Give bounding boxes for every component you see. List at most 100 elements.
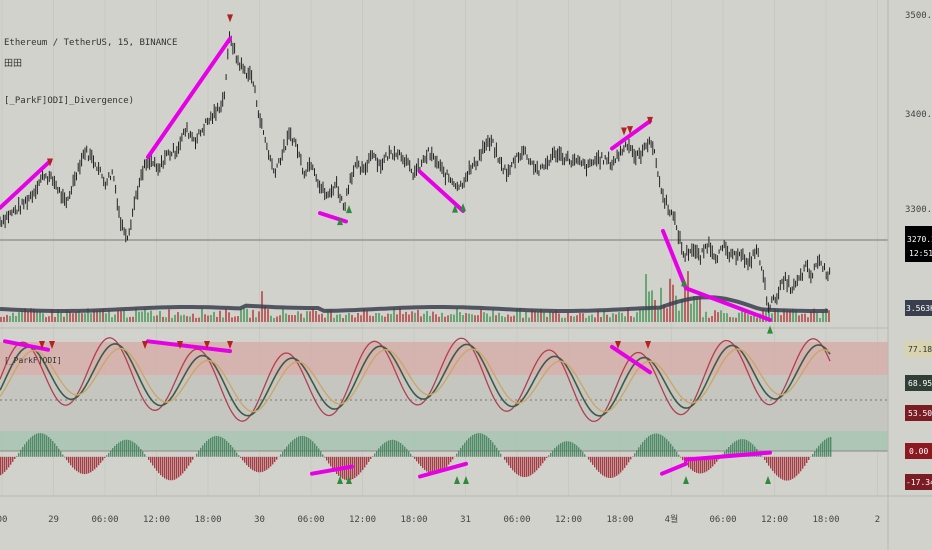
histogram-bar	[436, 456, 438, 474]
histogram-bar	[796, 456, 798, 476]
volume-bar	[93, 310, 95, 322]
volume-bar	[264, 306, 266, 322]
histogram-bar	[782, 456, 784, 480]
histogram-bar	[736, 440, 738, 457]
histogram-bar	[636, 450, 638, 457]
histogram-bar	[822, 441, 824, 457]
volume-bar	[105, 313, 107, 322]
volume-bar	[531, 309, 533, 322]
volume-bar	[822, 311, 824, 322]
volume-bar	[345, 314, 347, 322]
histogram-bar	[548, 455, 550, 457]
histogram-bar	[78, 456, 80, 473]
volume-bar	[498, 312, 500, 322]
volume-bar	[126, 317, 128, 322]
hist-badge-value: 0.00	[909, 447, 928, 456]
histogram-bar	[434, 456, 436, 475]
histogram-bar	[192, 456, 194, 460]
histogram-bar	[828, 437, 830, 457]
volume-bar	[27, 311, 29, 322]
histogram-bar	[120, 441, 122, 457]
bullish-marker	[683, 476, 689, 484]
volume-bar	[654, 300, 656, 322]
histogram-bar	[294, 438, 296, 457]
volume-bar	[795, 309, 797, 322]
histogram-bar	[674, 449, 676, 457]
volume-bar	[135, 308, 137, 322]
time-label: 18:00	[606, 515, 633, 525]
histogram-bar	[644, 439, 646, 457]
volume-bar	[288, 314, 290, 322]
histogram-bar	[392, 439, 394, 457]
histogram-bar	[22, 447, 24, 457]
histogram-bar	[726, 449, 728, 457]
histogram-bar	[474, 434, 476, 457]
histogram-bar	[616, 456, 618, 476]
volume-bar	[585, 317, 587, 322]
volume-bar	[420, 316, 422, 322]
histogram-bar	[302, 435, 304, 457]
volume-bar	[459, 312, 461, 322]
bearish-marker	[204, 341, 210, 349]
histogram-bar	[134, 443, 136, 457]
volume-bar	[72, 313, 74, 322]
histogram-bar	[416, 456, 418, 462]
legend-icons[interactable]: 田田	[4, 58, 22, 69]
histogram-bar	[228, 442, 230, 457]
volume-bar	[90, 313, 92, 322]
time-label: 00	[0, 515, 7, 525]
volume-bar	[474, 315, 476, 322]
histogram-bar	[490, 440, 492, 457]
volume-bar	[339, 314, 341, 322]
volume-bar	[711, 316, 713, 322]
volume-bar	[633, 317, 635, 322]
volume-bar	[285, 313, 287, 322]
histogram-bar	[604, 456, 606, 477]
time-axis[interactable]: 00 29 06:00 12:00 18:00 30 06:00 12:00 18:00 31 06…	[0, 513, 880, 525]
volume-bar	[213, 311, 215, 322]
histogram-bar	[274, 456, 276, 463]
histogram-bar	[488, 438, 490, 457]
volume-bar	[621, 312, 623, 322]
hist-badge	[905, 443, 932, 459]
histogram-bar	[408, 451, 410, 457]
histogram-bar	[786, 456, 788, 481]
histogram-bar	[152, 456, 154, 466]
histogram-bar	[202, 445, 204, 457]
current-price-badge	[905, 226, 932, 262]
histogram-bar	[754, 446, 756, 457]
volume-bar	[369, 315, 371, 322]
histogram-bar	[132, 441, 134, 457]
histogram-bar	[428, 456, 430, 473]
histogram-bar	[472, 435, 474, 457]
price-tick-2: 3400.00	[905, 110, 932, 120]
volume-bar	[294, 315, 296, 322]
volume-bar	[237, 316, 239, 322]
histogram-bar	[470, 436, 472, 457]
histogram-bar	[248, 456, 250, 467]
histogram-bar	[714, 456, 716, 465]
histogram-bar	[8, 456, 10, 468]
bearish-marker	[645, 341, 651, 349]
histogram-bar	[774, 456, 776, 474]
volume-bar	[315, 311, 317, 322]
histogram-bar	[814, 451, 816, 457]
histogram-bar	[366, 456, 368, 465]
histogram-bar	[496, 447, 498, 457]
histogram-bar	[826, 438, 828, 457]
histogram-bar	[32, 435, 34, 457]
histogram-bar	[540, 456, 542, 466]
volume-bar	[138, 311, 140, 322]
volume-bar	[333, 317, 335, 322]
histogram-bar	[670, 443, 672, 457]
volume-bar	[186, 316, 188, 322]
oscillator-divergence-line	[310, 464, 354, 476]
histogram-bar	[448, 456, 450, 465]
volume-bar	[348, 312, 350, 322]
volume-bar	[195, 317, 197, 322]
divergence-lines	[0, 36, 772, 479]
histogram-bar	[610, 456, 612, 478]
histogram-bar	[196, 453, 198, 457]
time-label: 31	[460, 515, 471, 525]
